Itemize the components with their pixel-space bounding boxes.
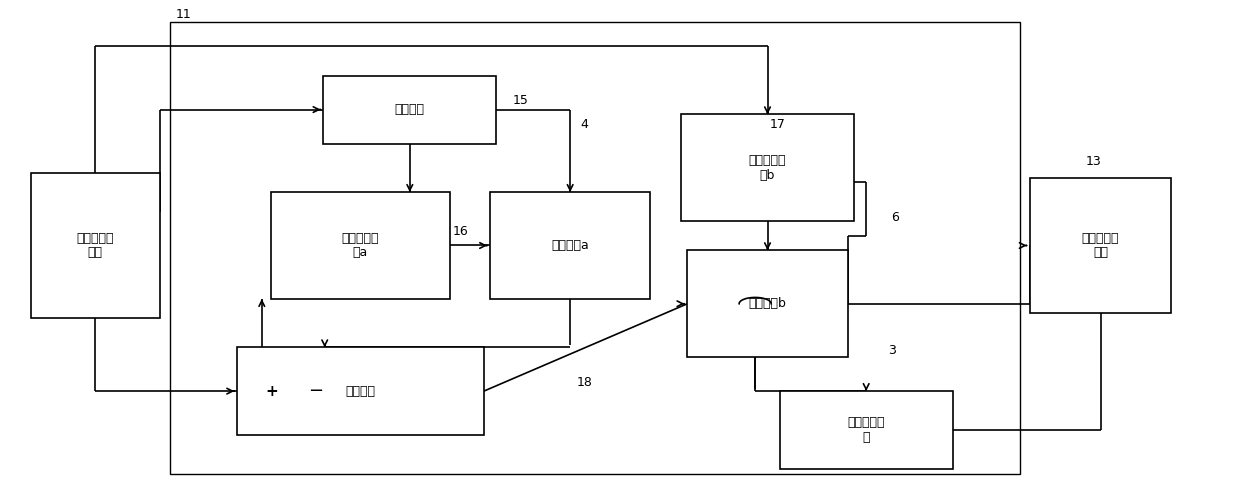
Bar — [688, 250, 847, 357]
Bar — [271, 192, 450, 299]
Text: 4: 4 — [580, 118, 587, 132]
Text: 17: 17 — [769, 118, 786, 132]
Text: 18: 18 — [576, 376, 592, 389]
Bar — [170, 22, 1020, 474]
Text: 6: 6 — [891, 211, 898, 224]
Text: 调压电路模
块: 调压电路模 块 — [847, 416, 885, 444]
Text: 电池单元: 电池单元 — [346, 384, 375, 398]
Bar — [681, 114, 854, 221]
Text: 电子开关a: 电子开关a — [551, 239, 589, 252]
Text: 11: 11 — [176, 8, 192, 21]
Bar — [779, 391, 953, 469]
Text: 降压模块: 降压模块 — [395, 103, 425, 116]
Text: +: + — [265, 383, 278, 399]
Bar — [323, 76, 496, 143]
Bar — [1030, 178, 1171, 313]
Text: 采样电路模
块b: 采样电路模 块b — [748, 154, 787, 182]
Text: 15: 15 — [512, 94, 528, 107]
Text: 采样电路模
块a: 采样电路模 块a — [342, 231, 379, 260]
Bar — [237, 348, 483, 435]
Text: 电子开关b: 电子开关b — [748, 297, 787, 310]
Bar — [489, 192, 650, 299]
Text: 动力总线负
极端: 动力总线负 极端 — [1082, 231, 1119, 260]
Text: 16: 16 — [453, 225, 468, 238]
Text: 3: 3 — [888, 344, 896, 357]
Text: 动力总线正
极端: 动力总线正 极端 — [77, 231, 114, 260]
Text: 13: 13 — [1085, 155, 1101, 168]
Text: −: − — [309, 382, 323, 400]
Bar — [31, 173, 160, 318]
